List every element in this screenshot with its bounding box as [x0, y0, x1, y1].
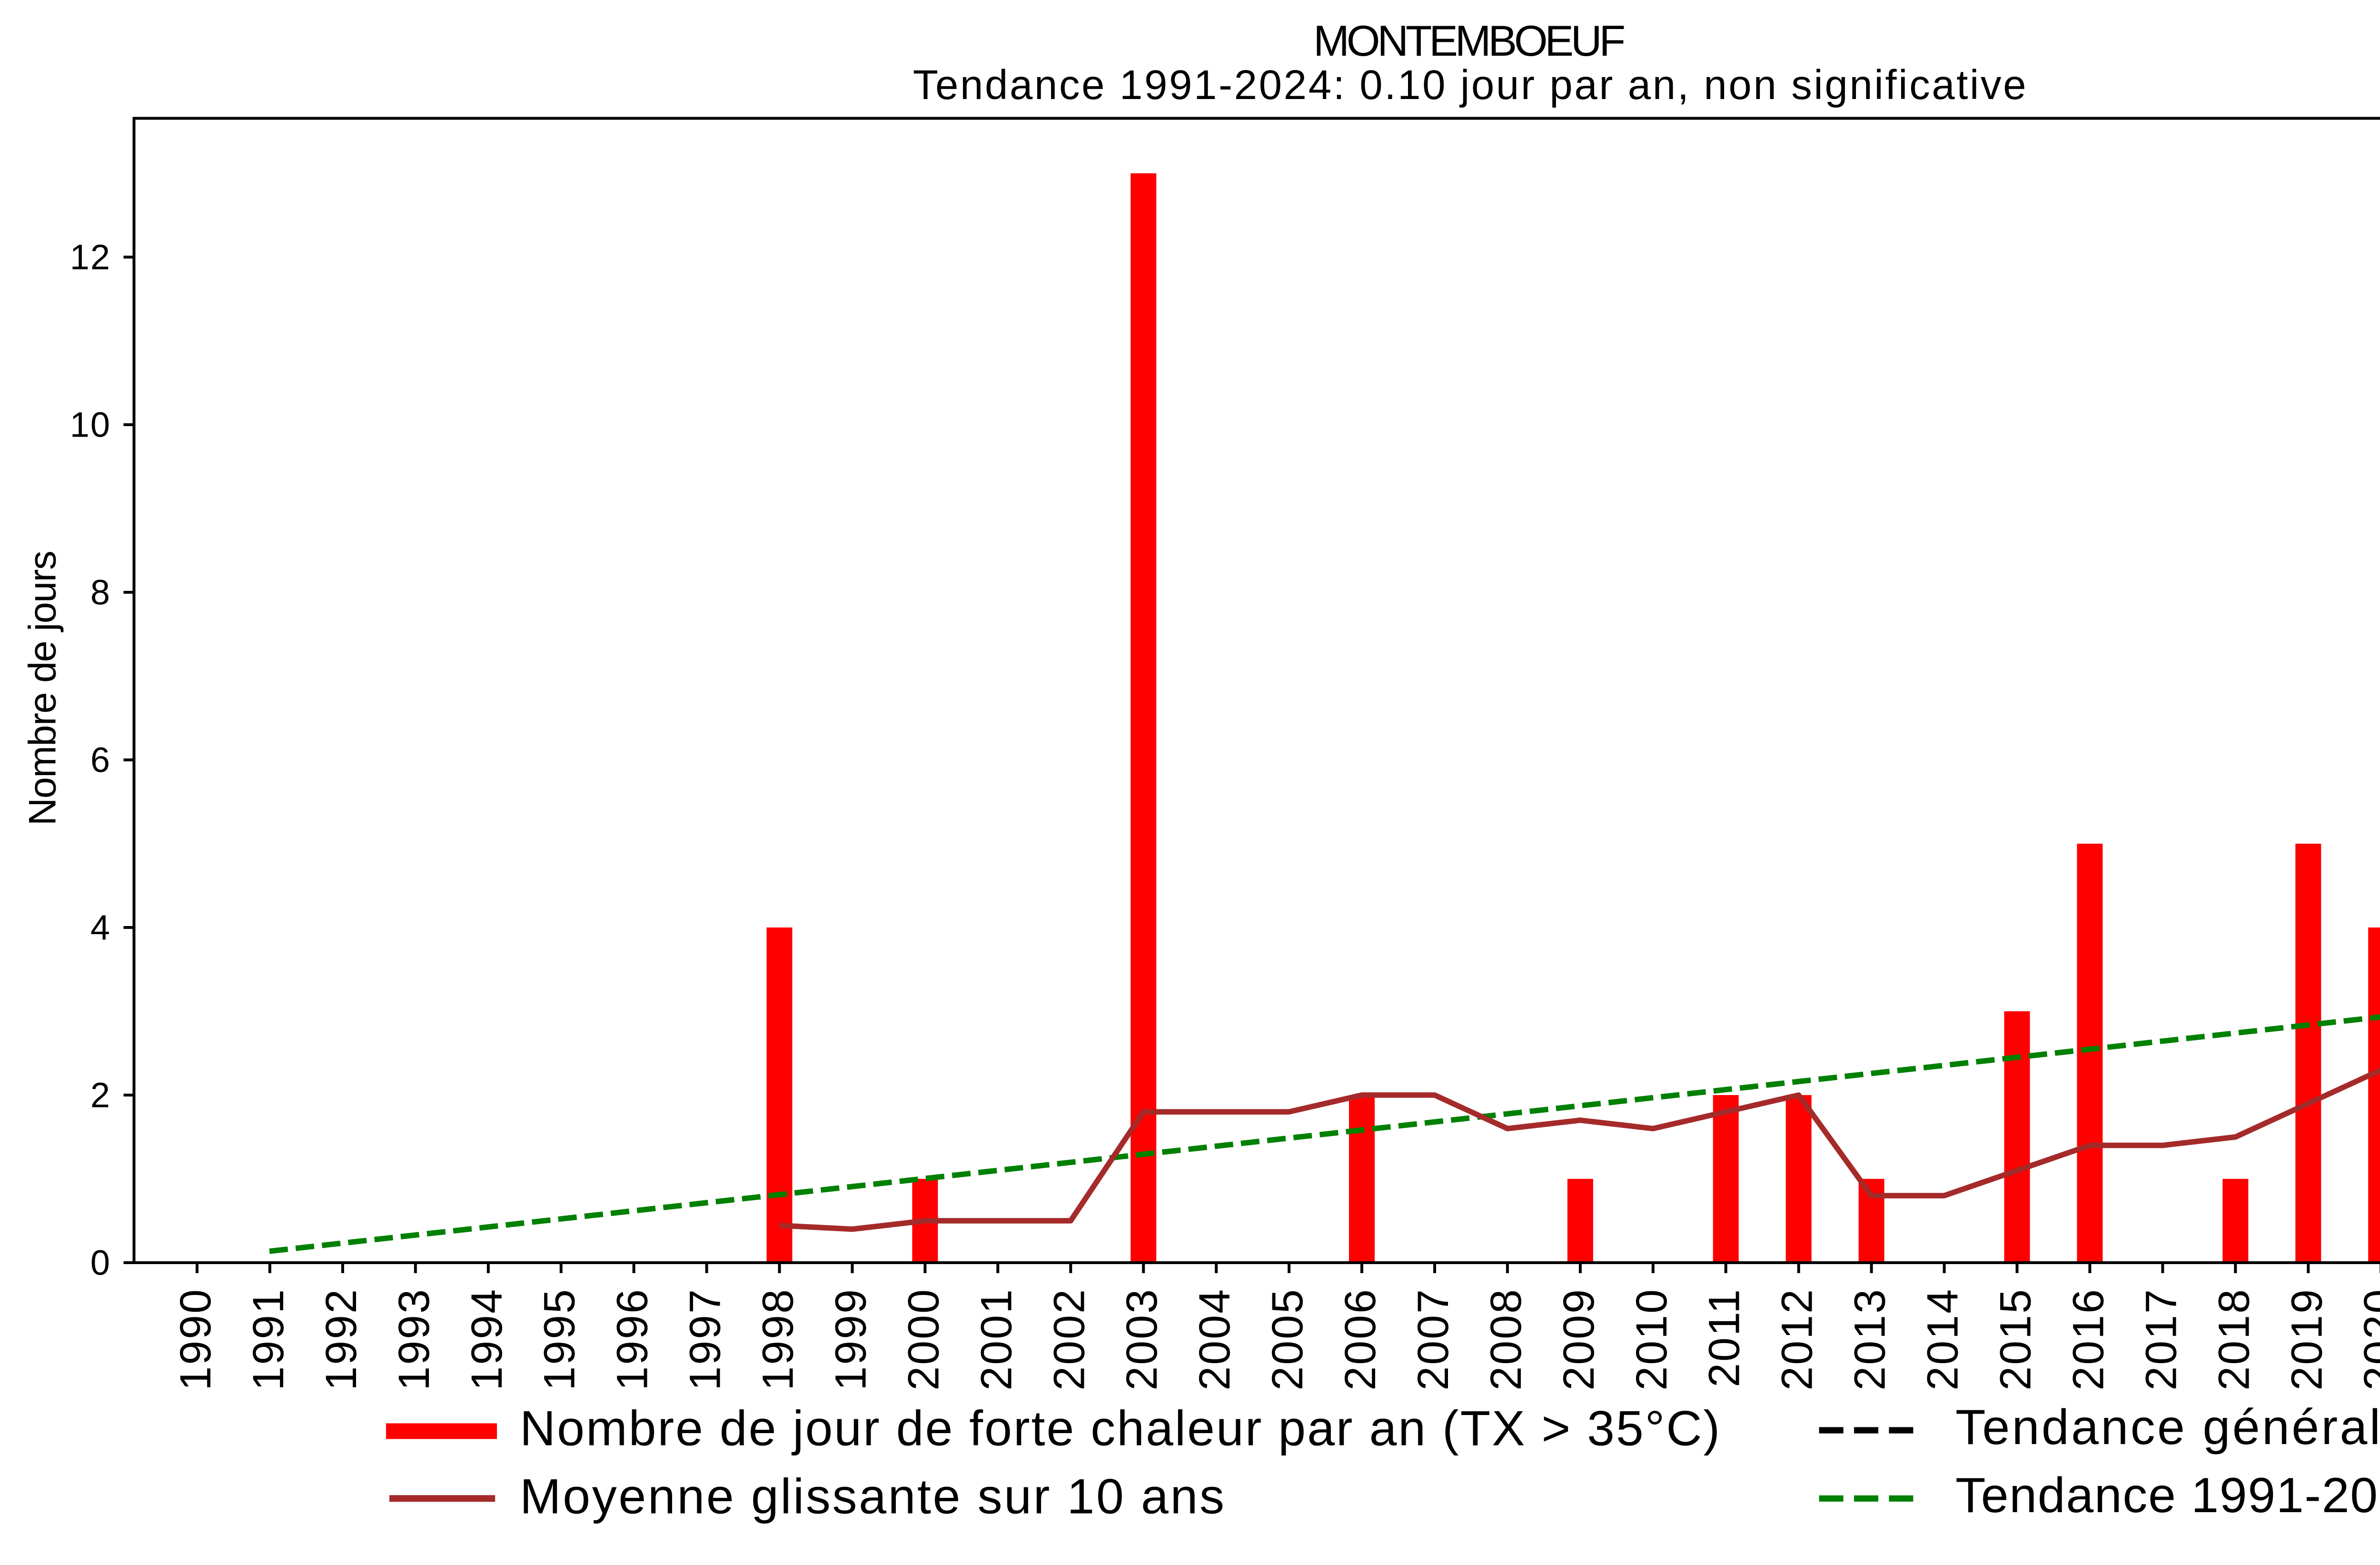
svg-text:2003: 2003 [1118, 1288, 1166, 1391]
svg-text:Tendance générale: Tendance générale [1955, 1400, 2380, 1455]
svg-text:1994: 1994 [463, 1288, 511, 1391]
svg-text:Nombre de jours: Nombre de jours [21, 551, 64, 826]
svg-text:0: 0 [90, 1243, 111, 1283]
svg-text:2013: 2013 [1846, 1288, 1894, 1391]
svg-text:1995: 1995 [536, 1288, 584, 1391]
svg-text:1997: 1997 [681, 1288, 730, 1391]
svg-text:2004: 2004 [1190, 1288, 1239, 1391]
svg-text:2006: 2006 [1336, 1288, 1385, 1391]
svg-text:2009: 2009 [1555, 1288, 1603, 1391]
svg-text:2008: 2008 [1482, 1288, 1530, 1391]
svg-text:2011: 2011 [1700, 1288, 1749, 1387]
svg-text:2000: 2000 [899, 1288, 948, 1391]
svg-text:2016: 2016 [2064, 1288, 2112, 1391]
svg-text:1991: 1991 [244, 1288, 293, 1391]
svg-text:2018: 2018 [2210, 1288, 2258, 1391]
svg-text:2002: 2002 [1045, 1288, 1093, 1391]
svg-text:2001: 2001 [972, 1288, 1021, 1391]
svg-text:4: 4 [90, 908, 111, 947]
svg-text:2005: 2005 [1263, 1288, 1312, 1391]
svg-text:2007: 2007 [1409, 1288, 1458, 1391]
svg-text:2010: 2010 [1627, 1288, 1676, 1391]
svg-text:2015: 2015 [1992, 1288, 2040, 1391]
svg-text:2017: 2017 [2137, 1288, 2185, 1391]
svg-text:Moyenne glissante sur 10 ans: Moyenne glissante sur 10 ans [520, 1469, 1226, 1524]
svg-text:1990: 1990 [171, 1288, 220, 1391]
svg-text:MONTEMBOEUF: MONTEMBOEUF [1313, 17, 1624, 65]
svg-text:6: 6 [90, 740, 111, 780]
svg-text:2012: 2012 [1773, 1288, 1822, 1391]
svg-text:Tendance 1991-2024: Tendance 1991-2024 [1955, 1468, 2380, 1523]
svg-text:1992: 1992 [317, 1288, 366, 1391]
svg-text:1996: 1996 [608, 1288, 657, 1391]
svg-text:1999: 1999 [827, 1288, 875, 1391]
svg-text:2014: 2014 [1919, 1288, 1967, 1391]
svg-text:1993: 1993 [390, 1288, 438, 1391]
svg-text:10: 10 [70, 405, 111, 445]
svg-text:8: 8 [90, 573, 111, 612]
svg-text:Tendance 1991-2024: 0.10 jour: Tendance 1991-2024: 0.10 jour par an, no… [913, 62, 2028, 108]
svg-text:2019: 2019 [2282, 1288, 2331, 1391]
svg-text:12: 12 [70, 238, 111, 277]
svg-text:1998: 1998 [754, 1288, 803, 1391]
svg-text:2020: 2020 [2355, 1288, 2380, 1391]
svg-text:2: 2 [90, 1076, 111, 1115]
svg-text:Nombre de jour de forte chaleu: Nombre de jour de forte chaleur par an (… [520, 1401, 1721, 1456]
